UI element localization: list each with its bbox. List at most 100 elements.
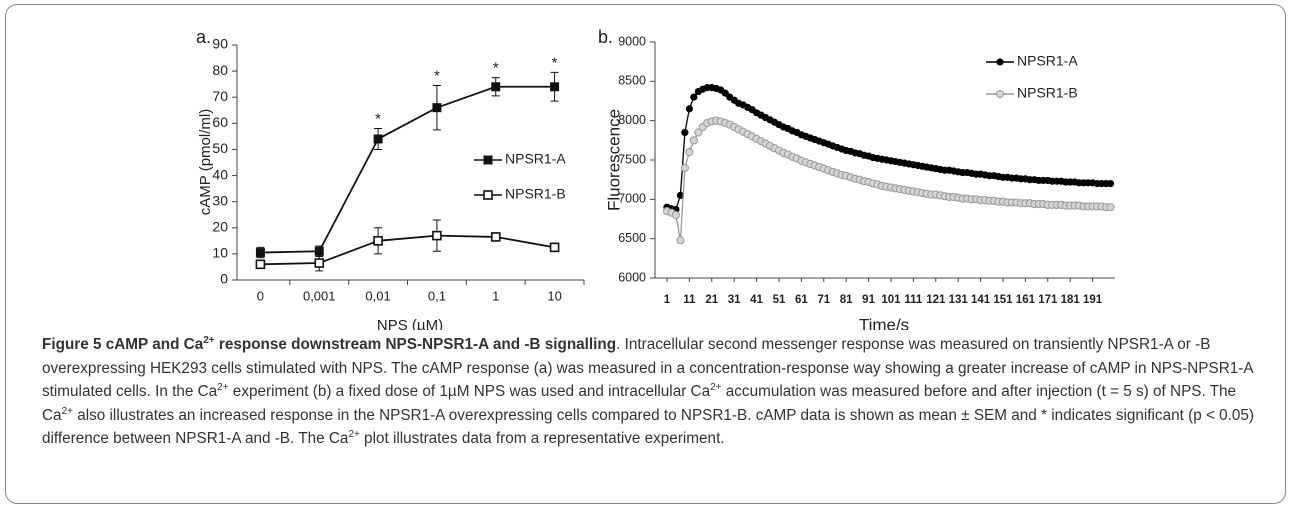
- caption-text: plot illustrates data from a representat…: [359, 430, 725, 448]
- x-tick-label: 1: [492, 288, 499, 303]
- x-tick-label: 41: [750, 294, 763, 306]
- y-tick-label: 8500: [618, 74, 646, 88]
- marker: [685, 105, 693, 113]
- x-tick-label: 61: [795, 294, 808, 306]
- x-tick-label: 161: [1016, 294, 1036, 306]
- x-tick-label: 0,1: [428, 288, 446, 303]
- x-tick-label: 1: [664, 294, 671, 306]
- marker: [680, 163, 689, 172]
- caption-text: 2+: [217, 382, 229, 394]
- y-axis-label: Fluorescence: [604, 109, 623, 211]
- x-tick-label: 11: [683, 294, 696, 306]
- charts: a.cAMP (pmol/ml)NPS (µM)0102030405060708…: [196, 27, 1115, 330]
- legend-label: NPSR1-B: [505, 186, 566, 202]
- y-tick-label: 90: [212, 36, 228, 52]
- marker: [676, 236, 685, 245]
- y-tick-label: 7500: [618, 152, 646, 166]
- marker: [483, 190, 493, 200]
- y-tick-label: 30: [212, 192, 228, 208]
- marker: [255, 248, 265, 258]
- x-tick-label: 0,01: [365, 288, 390, 303]
- caption-text: experiment (b) a fixed dose of 1µM NPS w…: [228, 383, 711, 401]
- y-tick-label: 9000: [618, 34, 646, 48]
- series: [663, 84, 1115, 214]
- x-tick-label: 10: [547, 288, 561, 303]
- series: [662, 116, 1115, 245]
- x-tick-label: 171: [1038, 294, 1058, 306]
- caption-text: 2+: [348, 429, 360, 441]
- legend-label: NPSR1-B: [1017, 85, 1078, 101]
- series-line: [666, 86, 1111, 211]
- marker: [995, 89, 1005, 99]
- caption-text: . Intracellular second messenger respons…: [42, 336, 1253, 401]
- y-axis-label: cAMP (pmol/ml): [197, 109, 214, 215]
- y-tick-label: 60: [212, 114, 228, 130]
- y-tick-label: 40: [212, 166, 228, 182]
- marker: [490, 232, 501, 242]
- marker: [491, 82, 501, 92]
- marker: [550, 82, 560, 92]
- x-tick-label: 191: [1083, 294, 1103, 306]
- marker: [676, 191, 685, 199]
- caption-text: 2+: [710, 382, 722, 394]
- marker: [690, 93, 698, 101]
- y-tick-label: 0: [220, 271, 228, 287]
- x-tick-label: 181: [1061, 294, 1081, 306]
- marker: [996, 58, 1004, 66]
- x-tick-label: 111: [904, 294, 923, 306]
- legend-label: NPSR1-A: [505, 151, 566, 167]
- panel-label: b.: [598, 27, 613, 47]
- marker: [689, 136, 698, 145]
- series-line: [260, 234, 555, 266]
- y-tick-label: 50: [212, 140, 228, 156]
- annotation: *: [552, 54, 558, 71]
- marker: [314, 258, 325, 268]
- caption-text: accumulation was measured before and aft…: [42, 383, 1237, 424]
- marker: [685, 148, 694, 157]
- x-tick-label: 131: [949, 294, 969, 306]
- x-tick-label: 0,001: [303, 288, 336, 303]
- y-tick-label: 20: [212, 218, 228, 234]
- caption: Figure 5 cAMP and Ca2+ response downstre…: [42, 333, 1270, 451]
- x-tick-label: 21: [705, 294, 718, 306]
- y-tick-label: 10: [212, 245, 228, 261]
- x-axis-label: Time/s: [859, 315, 909, 330]
- x-tick-label: 101: [881, 294, 901, 306]
- x-tick-label: 91: [862, 294, 875, 306]
- y-tick-label: 7000: [618, 192, 646, 206]
- legend-label: NPSR1-A: [1017, 53, 1078, 69]
- x-tick-label: 121: [926, 294, 946, 306]
- x-tick-label: 71: [817, 294, 830, 306]
- marker: [681, 128, 689, 137]
- x-tick-label: 51: [773, 294, 786, 306]
- marker: [1106, 203, 1115, 212]
- marker: [314, 246, 324, 256]
- marker: [373, 134, 383, 144]
- marker: [694, 128, 703, 137]
- annotation: *: [434, 67, 440, 84]
- annotation: *: [375, 111, 381, 128]
- x-tick-label: 0: [257, 288, 264, 303]
- marker: [373, 236, 383, 246]
- y-tick-label: 6500: [618, 231, 646, 245]
- caption-text: also illustrates an increased response i…: [42, 406, 1254, 448]
- y-tick-label: 70: [212, 88, 228, 104]
- x-tick-label: 151: [993, 294, 1013, 306]
- y-tick-label: 6000: [618, 270, 646, 284]
- marker: [1106, 180, 1115, 188]
- annotation: *: [493, 60, 499, 77]
- marker: [432, 230, 442, 241]
- panel-label: a.: [196, 27, 211, 47]
- marker: [483, 155, 493, 165]
- caption-text: 2+: [203, 334, 215, 346]
- series: [255, 219, 560, 272]
- marker: [255, 259, 266, 270]
- x-tick-label: 81: [840, 294, 853, 306]
- series: [255, 71, 560, 259]
- caption-text: Figure 5 cAMP and Ca: [42, 336, 204, 353]
- series-line: [260, 85, 555, 254]
- y-tick-label: 8000: [618, 113, 646, 127]
- marker: [671, 210, 681, 220]
- marker: [549, 242, 560, 253]
